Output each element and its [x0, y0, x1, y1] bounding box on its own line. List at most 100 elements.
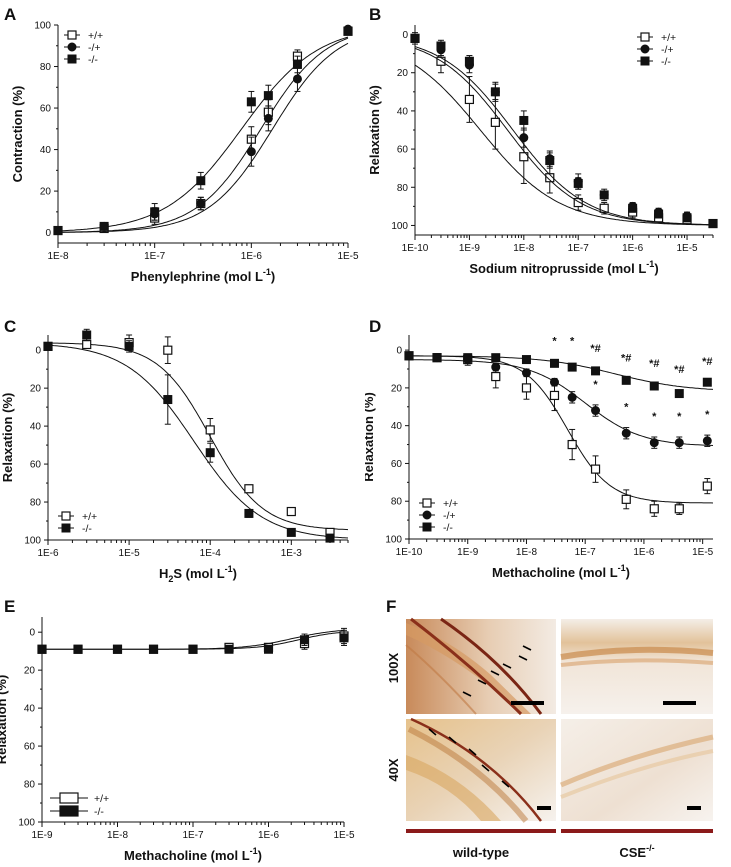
data-point: [244, 508, 254, 518]
series-d-0: [404, 351, 714, 517]
y-tick-label: 0: [396, 346, 402, 357]
data-point: [82, 330, 92, 340]
series-d-1: [404, 351, 714, 449]
y-axis-label: Relaxation (%): [367, 85, 382, 175]
x-axis-label: Methacholine (mol L-1): [492, 563, 630, 580]
x-tick-label: 1E-8: [47, 251, 69, 262]
y-tick-label: 60: [24, 742, 36, 753]
data-point: [113, 644, 122, 654]
series-c-1: [43, 328, 349, 543]
x-axis-label-text: Phenylephrine (mol L: [131, 269, 263, 284]
legend-marker: [59, 805, 79, 817]
legend-marker: [67, 30, 77, 40]
magnification-label-100x: 100X: [386, 652, 401, 683]
y-tick-label: 60: [40, 104, 52, 115]
chart-panel-a: 1E-8 1E-7 1E-6 1E-5 0 20 40 60 80 100 Phenylephrin…: [10, 21, 359, 285]
y-tick-label: 40: [397, 106, 409, 117]
fit-curve: [409, 359, 714, 446]
x-axis-label: Phenylephrine (mol L-1): [131, 267, 276, 284]
data-point: [286, 506, 296, 517]
legend: +/+-/+-/-: [637, 32, 676, 68]
legend-label: +/+: [94, 793, 109, 805]
legend-marker: [640, 32, 650, 42]
data-point: [188, 644, 198, 654]
x-axis-label-sup: -1: [250, 846, 258, 856]
y-tick-label: 20: [397, 68, 409, 79]
fit-curve: [414, 47, 713, 226]
data-point: [246, 147, 256, 157]
series-d-2: [404, 351, 714, 399]
significance-marker: *#: [649, 358, 659, 370]
y-tick-label: 60: [30, 460, 42, 471]
legend-label: +/+: [661, 32, 676, 44]
y-tick-label: 80: [397, 183, 409, 194]
legend-label: -/+: [661, 44, 674, 56]
y-tick-label: 20: [391, 383, 403, 394]
data-point: [286, 527, 296, 537]
x-tick-label: 1E-10: [396, 547, 423, 558]
fit-curve: [47, 344, 349, 539]
x-tick-label: 1E-6: [241, 251, 263, 262]
x-tick-label: 1E-8: [107, 830, 129, 841]
fit-curve: [409, 355, 714, 504]
legend-marker: [640, 44, 650, 54]
data-point: [99, 221, 109, 231]
y-tick-label: 0: [29, 628, 35, 639]
x-tick-label: 1E-5: [333, 830, 355, 841]
data-point: [521, 383, 532, 393]
data-point: [549, 390, 560, 401]
y-axis-label: Contraction (%): [10, 86, 25, 183]
x-tick-label: 1E-4: [200, 548, 222, 559]
y-tick-label: 0: [402, 30, 408, 41]
data-point: [521, 368, 531, 378]
y-tick-label: 60: [397, 145, 409, 156]
data-point: [300, 635, 310, 645]
legend-marker: [61, 523, 71, 533]
legend-label: -/-: [661, 56, 671, 68]
data-point: [292, 59, 302, 69]
data-point: [263, 91, 273, 101]
y-tick-label: 80: [24, 780, 36, 791]
data-point: [567, 392, 577, 402]
data-point: [205, 448, 215, 458]
x-tick-label: 1E-9: [457, 547, 479, 558]
data-point: [628, 203, 638, 213]
legend-marker: [640, 56, 650, 66]
x-tick-label: 1E-10: [402, 243, 429, 254]
x-tick-label: 1E-7: [568, 243, 590, 254]
y-tick-label: 80: [40, 62, 52, 73]
data-point: [599, 190, 609, 200]
legend-marker: [67, 42, 77, 52]
legend: +/+-/-: [58, 511, 97, 535]
micrograph-cse-ko-100x: [560, 619, 714, 714]
series-e-1: [37, 629, 349, 654]
significance-marker: *: [652, 411, 657, 423]
x-tick-label: 1E-5: [337, 251, 359, 262]
legend-label: -/-: [88, 54, 98, 66]
data-point: [649, 504, 659, 514]
legend-label: -/-: [94, 806, 104, 818]
significance-marker: *#: [674, 364, 684, 376]
x-axis-label-mid: S (mol L: [173, 566, 224, 581]
data-point: [590, 464, 601, 474]
data-point: [325, 533, 335, 543]
data-point: [649, 438, 659, 448]
chart-panel-b: 1E-10 1E-9 1E-8 1E-7 1E-6 1E-5 0 20 40 60 80 100 Sod…: [367, 25, 718, 276]
data-point: [521, 355, 531, 365]
x-tick-label: 1E-8: [513, 243, 535, 254]
x-tick-label: 1E-6: [633, 547, 655, 558]
data-point: [196, 176, 206, 186]
y-tick-label: 40: [391, 421, 403, 432]
y-tick-label: 0: [45, 228, 51, 239]
legend-label: +/+: [82, 511, 97, 523]
data-point: [150, 207, 160, 217]
significance-marker: *: [705, 409, 710, 421]
data-point: [163, 395, 173, 405]
y-axis-label: Relaxation (%): [365, 392, 376, 482]
x-axis-label-sup: -1: [263, 267, 271, 277]
series-a-2: [53, 26, 353, 236]
data-point: [196, 199, 206, 209]
data-point: [621, 494, 631, 504]
significance-marker: *#: [621, 352, 631, 364]
data-point: [674, 504, 684, 514]
